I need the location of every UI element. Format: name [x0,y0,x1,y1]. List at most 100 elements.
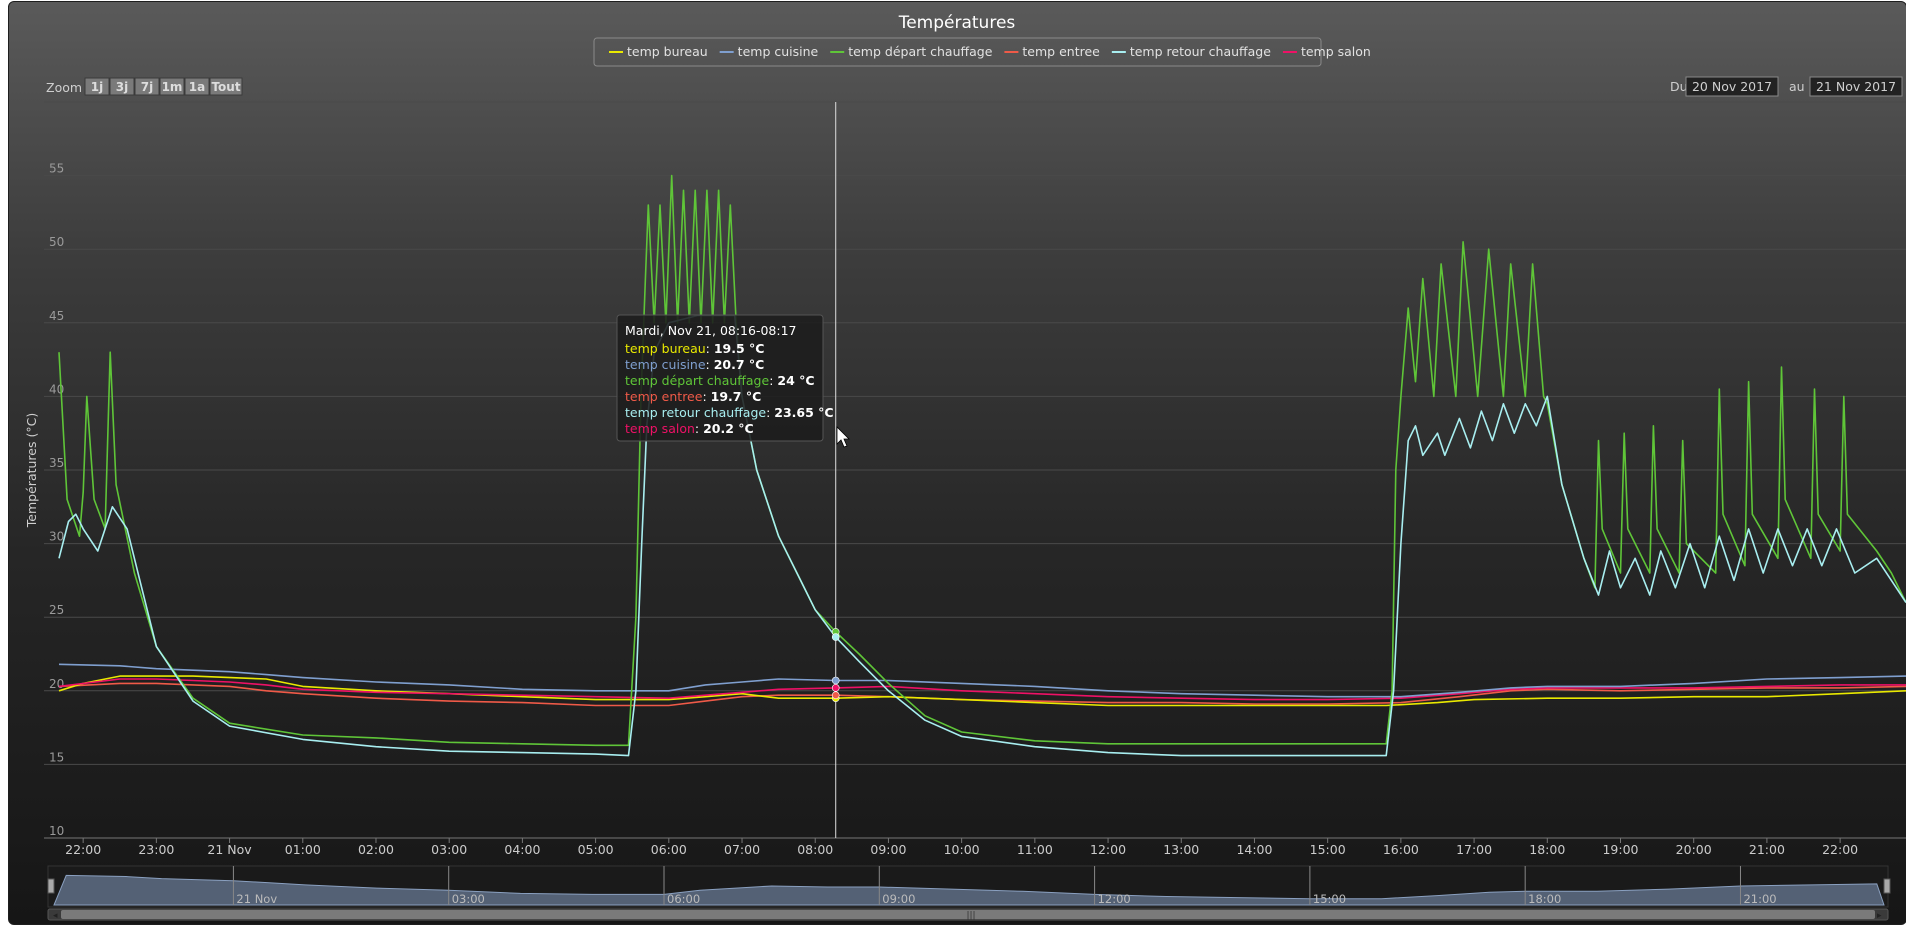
legend-box [593,37,1322,67]
series-line-temp-salon [58,678,1906,701]
x-tick-label: 22:00 [65,842,101,857]
hover-markers [831,628,840,702]
tooltip-header: Mardi, Nov 21, 08:16-08:17 [625,323,797,338]
scrollbar-grip-icon[interactable]: ||| [966,911,975,921]
navigator[interactable]: 21 Nov 03:00 06:00 09:00 12:00 15:00 18:00 21:0… [47,865,1891,921]
legend-item[interactable]: temp retour chauffage [1130,44,1271,59]
tooltip-colon: : [706,341,714,356]
scroll-right-icon[interactable]: ▸ [1877,911,1882,921]
mouse-cursor-icon [836,426,850,448]
navigator-label: 21:00 [1743,892,1776,906]
tooltip-row: temp bureau: 19.5 °C [625,341,764,356]
x-tick-label: 02:00 [358,842,394,857]
tooltip-value: 24 °C [777,373,814,388]
zoom-button[interactable] [209,77,243,96]
zoom-button[interactable] [184,77,210,96]
navigator-series-area [53,874,1885,906]
x-tick-label: 03:00 [431,842,467,857]
x-tick-label: 13:00 [1163,842,1199,857]
navigator-label: 09:00 [882,892,915,906]
x-tick-label: 18:00 [1529,842,1565,857]
legend-item[interactable]: temp bureau [627,44,708,59]
zoom-button-label: 3j [116,80,128,94]
x-tick-label: 21:00 [1749,842,1785,857]
x-axis-ticks: 22:00 23:00 21 Nov 01:00 02:00 03:00 04:00 05:0… [44,837,1906,857]
navigator-label: 21 Nov [236,892,277,906]
range-to-label: au [1789,79,1805,94]
navigator-label: 06:00 [667,892,700,906]
navigator-right-handle[interactable] [1883,878,1891,894]
y-tick-label: 50 [49,235,64,249]
x-tick-label: 11:00 [1017,842,1053,857]
y-tick-label: 25 [49,603,64,617]
navigator-label: 03:00 [452,892,485,906]
x-tick-label: 19:00 [1602,842,1638,857]
x-tick-label: 14:00 [1236,842,1272,857]
zoom-button-label: 1a [189,80,205,94]
legend-item[interactable]: temp entree [1022,44,1100,59]
tooltip-series-name: temp bureau [625,341,706,356]
x-tick-label: 09:00 [870,842,906,857]
chart-panel: Températures temp bureau temp cuisine temp… [8,1,1906,925]
zoom-button-label: 7j [141,80,153,94]
series-line-temp-départ-chauffage [58,174,1906,747]
temperature-chart: Températures temp bureau temp cuisine temp… [24,13,1906,921]
legend-item[interactable]: temp cuisine [738,44,819,59]
series-line-temp-retour-chauffage [58,314,1906,757]
zoom-button-label: Tout [211,80,240,94]
navigator-labels: 21 Nov 03:00 06:00 09:00 12:00 15:00 18:00 21:0… [232,866,1777,906]
zoom-button[interactable] [109,77,135,96]
series-lines [58,174,1906,757]
x-tick-label: 15:00 [1310,842,1346,857]
zoom-button[interactable] [159,77,185,96]
grid [44,101,1906,839]
y-axis-label: Températures (°C) [24,413,39,528]
legend-item[interactable]: temp départ chauffage [848,44,992,59]
x-tick-label: 04:00 [504,842,540,857]
tooltip-row: temp départ chauffage: 24 °C [625,373,815,388]
y-tick-label: 30 [49,530,64,544]
series-line-temp-bureau [58,675,1906,707]
tooltip-row: temp salon: 20.2 °C [625,421,754,436]
tooltip-row: temp cuisine: 20.7 °C [625,357,764,372]
tooltip-colon: : [766,405,774,420]
zoom-label: Zoom [46,80,82,95]
x-tick-label: 01:00 [285,842,321,857]
zoom-button[interactable] [134,77,160,96]
series-line-temp-cuisine [58,663,1906,698]
x-tick-label: 08:00 [797,842,833,857]
legend: temp bureau temp cuisine temp départ chauf… [609,44,1371,59]
y-tick-label: 35 [49,456,64,470]
navigator-left-handle[interactable] [47,878,55,894]
tooltip-row: temp retour chauffage: 23.65 °C [625,405,834,420]
tooltip-value: 19.5 °C [714,341,765,356]
tooltip-value: 19.7 °C [711,389,762,404]
navigator-label: 15:00 [1313,892,1346,906]
zoom-button-label: 1m [162,80,183,94]
zoom-button[interactable] [84,77,110,96]
y-tick-label: 15 [49,750,64,764]
tooltip-colon: : [706,357,714,372]
navigator-label: 18:00 [1528,892,1561,906]
hover-marker [831,691,840,700]
range-from-label: Du [1670,79,1688,94]
tooltip-value: 20.2 °C [703,421,754,436]
tooltip-series-name: temp entree [625,389,703,404]
tooltip-colon: : [695,421,703,436]
y-tick-label: 45 [49,309,64,323]
scroll-left-icon[interactable]: ◂ [53,911,58,921]
navigator-scrollbar-thumb[interactable] [61,910,1875,919]
hover-marker [831,684,840,692]
zoom-buttons: 1j 3j 7j 1m 1a Tout [84,77,243,96]
x-tick-label: 23:00 [138,842,174,857]
x-tick-label: 06:00 [651,842,687,857]
legend-item[interactable]: temp salon [1301,44,1371,59]
x-tick-label: 20:00 [1676,842,1712,857]
hover-marker [831,633,840,641]
tooltip-box [616,314,824,442]
range-from-input[interactable] [1685,76,1779,97]
range-to-input[interactable] [1809,76,1903,97]
tooltip-series-name: temp salon [625,421,695,436]
